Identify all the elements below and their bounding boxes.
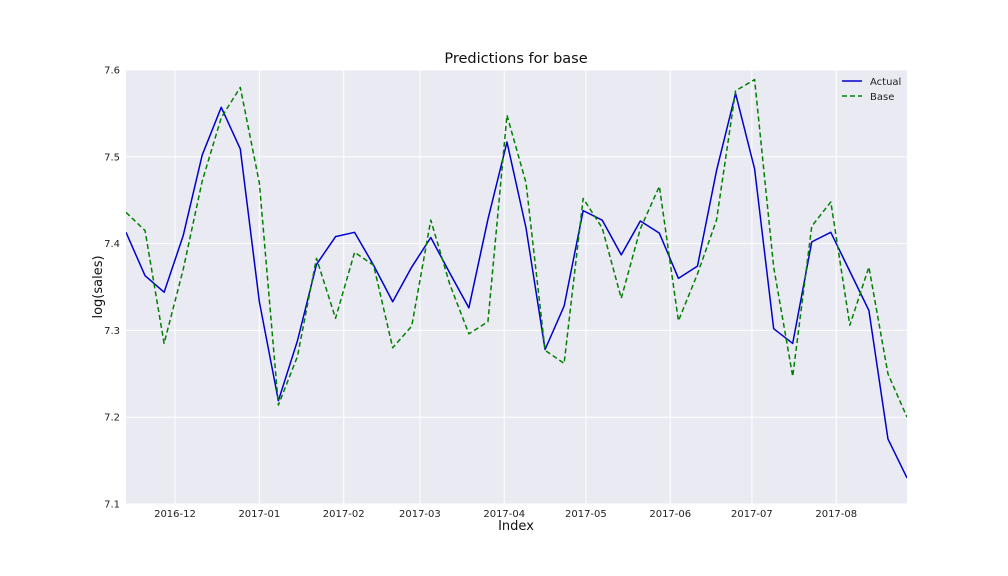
legend-actual-label: Actual	[870, 77, 901, 88]
y-tick-label: 7.6	[104, 66, 120, 77]
x-tick-label: 2017-03	[399, 509, 441, 520]
legend-base-label: Base	[870, 92, 894, 103]
x-tick-label: 2017-02	[323, 509, 365, 520]
legend: Actual Base	[842, 77, 901, 103]
y-tick-label: 7.4	[104, 239, 120, 250]
series-line-actual	[126, 92, 907, 479]
x-axis-label: Index	[498, 519, 534, 534]
chart-title: Predictions for base	[444, 51, 587, 67]
x-tick-label: 2017-08	[815, 509, 857, 520]
y-tick-label: 7.2	[104, 413, 120, 424]
x-tick-label: 2017-05	[565, 509, 607, 520]
y-axis-label: log(sales)	[91, 255, 106, 318]
y-tick-label: 7.3	[104, 326, 120, 337]
plot-area	[126, 70, 907, 504]
series-line-base	[126, 78, 907, 418]
y-tick-label: 7.1	[104, 500, 120, 511]
x-tick-label: 2017-06	[649, 509, 691, 520]
x-tick-label: 2016-12	[154, 509, 196, 520]
y-tick-label: 7.5	[104, 152, 120, 163]
x-tick-label: 2017-07	[731, 509, 773, 520]
x-tick-label: 2017-01	[238, 509, 280, 520]
x-tick-label: 2017-04	[483, 509, 525, 520]
